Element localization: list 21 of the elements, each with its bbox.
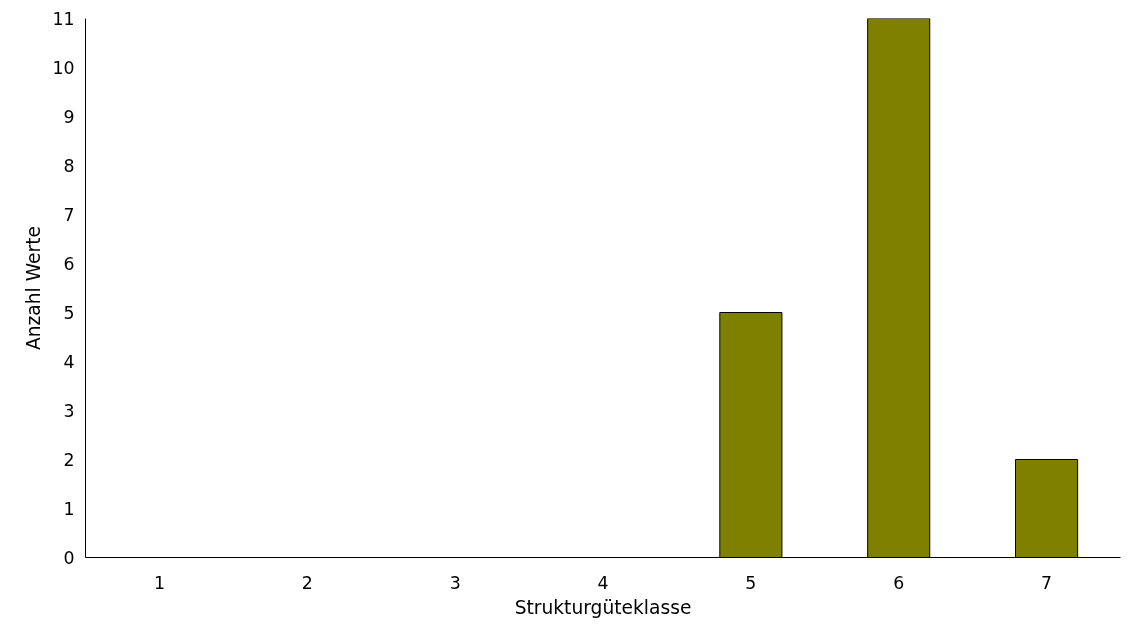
x-tick-label: 6	[893, 572, 905, 593]
y-tick-label: 7	[63, 205, 75, 225]
x-tick-label: 3	[449, 572, 461, 593]
y-tick-label: 11	[52, 9, 75, 29]
y-tick-label: 0	[63, 548, 75, 568]
x-tick-label: 1	[153, 572, 165, 593]
y-axis-title: Anzahl Werte	[23, 225, 45, 351]
y-tick-label: 1	[63, 499, 75, 519]
x-tick-label: 4	[597, 572, 609, 593]
x-tick-label: 2	[301, 572, 313, 593]
y-tick-label: 10	[52, 58, 75, 78]
y-tick-label: 4	[63, 352, 75, 372]
y-tick-label: 9	[63, 107, 75, 127]
x-axis-title: Strukturgüteklasse	[514, 596, 692, 618]
x-tick-label: 5	[745, 572, 757, 593]
y-tick-label: 8	[63, 156, 75, 176]
y-tick-label: 5	[63, 303, 75, 323]
y-tick-label: 2	[63, 450, 75, 470]
x-tick-label: 7	[1041, 572, 1053, 593]
y-tick-label: 3	[63, 401, 75, 421]
y-tick-label: 6	[63, 254, 75, 274]
